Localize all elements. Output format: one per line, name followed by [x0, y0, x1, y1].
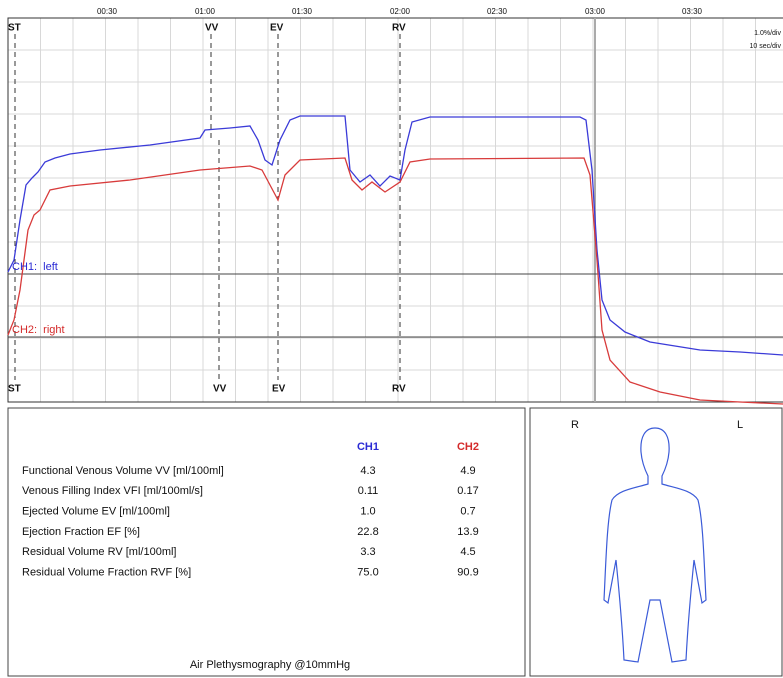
body-outline [603, 427, 707, 663]
cell-value: 22.8 [357, 526, 378, 538]
body-panel [529, 407, 783, 677]
marker-label: VV [213, 384, 227, 395]
cell-value: 90.9 [457, 566, 478, 578]
cell-value: 75.0 [357, 566, 378, 578]
cell-value: 4.9 [460, 465, 475, 477]
channel-label: CH1: left [12, 261, 58, 273]
row-label: Residual Volume Fraction RVF [%] [22, 566, 191, 578]
results-panel [7, 407, 526, 677]
time-label: 02:00 [390, 7, 411, 16]
cell-value: 0.11 [358, 485, 379, 497]
channel-label: CH2: right [12, 324, 65, 336]
row-label: Ejected Volume EV [ml/100ml] [22, 506, 170, 518]
row-label: Venous Filling Index VFI [ml/100ml/s] [22, 485, 203, 497]
side-label: L [737, 419, 743, 431]
cell-value: 4.5 [460, 546, 475, 558]
labels: 00:30 01:00 01:30 02:00 02:30 03:00 03:30 1.0%/… [8, 7, 781, 671]
marker-label: EV [270, 23, 284, 34]
row-label: Functional Venous Volume VV [ml/100ml] [22, 465, 224, 477]
marker-label: RV [392, 23, 406, 34]
time-label: 02:30 [487, 7, 508, 16]
time-label: 00:30 [97, 7, 118, 16]
column-header: CH2 [457, 441, 479, 453]
cell-value: 4.3 [360, 465, 375, 477]
marker-label: ST [8, 23, 21, 34]
marker-label: RV [392, 384, 406, 395]
side-label: R [571, 419, 579, 431]
row-label: Ejection Fraction EF [%] [22, 526, 140, 538]
footer: Air Plethysmography @10mmHg [190, 659, 350, 671]
marker-label: EV [272, 384, 286, 395]
time-label: 01:30 [292, 7, 313, 16]
time-label: 01:00 [195, 7, 216, 16]
marker-label: VV [205, 23, 219, 34]
row-label: Residual Volume RV [ml/100ml] [22, 546, 176, 558]
graph-frame [7, 17, 783, 403]
cell-value: 0.17 [457, 485, 478, 497]
time-label: 03:00 [585, 7, 606, 16]
ch1-trace [7, 115, 783, 356]
cell-value: 0.7 [460, 506, 475, 518]
cell-value: 3.3 [360, 546, 375, 558]
time-label: 03:30 [682, 7, 703, 16]
scale-label: 1.0%/div [754, 30, 781, 37]
cell-value: 1.0 [360, 506, 375, 518]
marker-label: ST [8, 384, 21, 395]
ch2-trace [7, 157, 783, 405]
column-header: CH1 [357, 441, 379, 453]
scale-label: 10 sec/div [749, 43, 781, 50]
cell-value: 13.9 [457, 526, 478, 538]
marker-lines [14, 34, 401, 380]
